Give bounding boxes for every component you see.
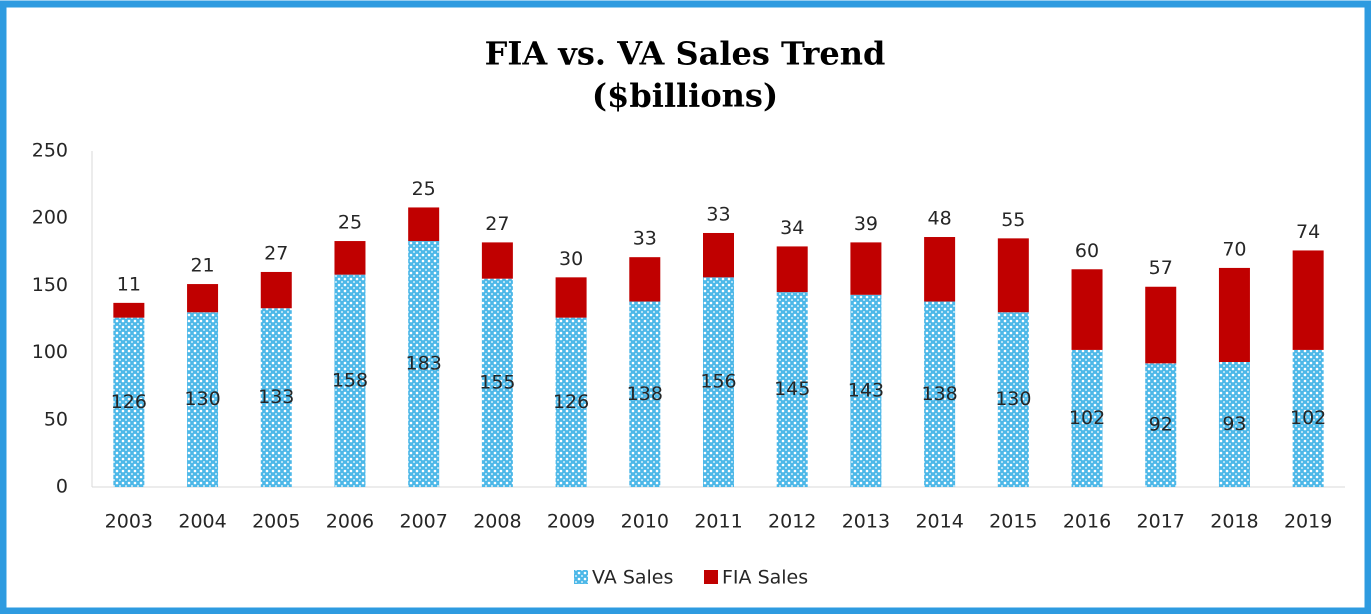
legend-label: FIA Sales [722,567,808,589]
data-label: 130 [184,388,220,410]
bar-segment [1218,362,1250,487]
data-label: 33 [706,203,730,225]
data-label: 21 [190,255,214,277]
bar-segment [776,292,808,487]
y-tick-label: 0 [56,476,68,498]
bar-segment [334,274,366,487]
data-label: 155 [479,371,515,393]
data-label: 48 [928,208,952,230]
bar-segment [260,271,292,309]
bar-segment [113,317,145,487]
legend-swatch [704,570,718,584]
bar-segment [703,277,734,487]
legend-swatch [574,570,588,584]
data-label: 30 [559,248,583,270]
data-label: 55 [1001,209,1025,231]
bar-segment [1218,267,1250,363]
data-label: 25 [412,178,436,200]
x-tick-label: 2004 [178,511,226,533]
x-tick-label: 2015 [989,511,1037,533]
x-tick-label: 2019 [1284,511,1332,533]
bar-segment [1071,269,1103,350]
bar-segment [408,207,440,242]
bar-segment [997,238,1029,313]
bar-segment [187,284,219,313]
bar-segment [850,242,882,295]
x-tick-label: 2016 [1063,511,1111,533]
x-tick-label: 2008 [473,511,521,533]
y-tick-label: 100 [32,341,68,363]
x-tick-label: 2013 [842,511,890,533]
data-label: 27 [485,213,509,235]
bar-segment [1145,286,1177,364]
data-label: 34 [780,217,804,239]
data-label: 130 [995,388,1031,410]
chart-subtitle: ($billions) [592,77,778,115]
x-tick-label: 2011 [694,511,742,533]
data-label: 138 [921,383,957,405]
bar-segment [1292,349,1324,487]
data-label: 102 [1069,407,1105,429]
data-label: 138 [627,383,663,405]
bar-segment [260,308,292,487]
x-tick-label: 2007 [399,511,447,533]
bar-segment [1292,250,1324,350]
x-tick-label: 2003 [105,511,153,533]
chart-title: FIA vs. VA Sales Trend [485,35,886,73]
bar-segment [629,301,661,487]
y-tick-label: 50 [44,408,68,430]
bar-segment [481,278,513,487]
bar-segment [481,242,513,279]
data-label: 60 [1075,240,1099,262]
data-label: 183 [406,353,442,375]
x-tick-label: 2012 [768,511,816,533]
data-label: 92 [1149,414,1173,436]
data-label: 70 [1222,238,1246,260]
data-label: 33 [633,228,657,250]
bar-segment [555,277,587,318]
bar-segment [113,302,145,318]
x-tick-label: 2010 [621,511,669,533]
data-label: 11 [117,273,141,295]
y-tick-label: 250 [32,140,68,162]
bar-segment [924,237,956,302]
bar-segment [924,301,956,487]
y-tick-label: 150 [32,274,68,296]
x-tick-label: 2006 [326,511,374,533]
data-label: 57 [1149,257,1173,279]
x-tick-label: 2009 [547,511,595,533]
data-label: 25 [338,212,362,234]
y-tick-label: 200 [32,207,68,229]
data-label: 27 [264,242,288,264]
bar-segment [703,232,734,278]
data-label: 145 [774,378,810,400]
x-tick-label: 2017 [1137,511,1185,533]
bar-segment [334,241,366,275]
bar-segment [776,246,808,293]
bar-segment [408,241,440,487]
data-label: 156 [700,371,736,393]
bar-segment [629,257,661,302]
data-label: 126 [111,391,147,413]
data-label: 158 [332,369,368,391]
bar-segment [1071,349,1103,487]
bar-segment [1145,363,1177,487]
data-label: 39 [854,213,878,235]
data-label: 133 [258,386,294,408]
bar-segment [187,312,219,487]
data-label: 126 [553,391,589,413]
data-label: 74 [1296,221,1320,243]
legend-label: VA Sales [592,567,673,589]
data-label: 143 [848,379,884,401]
x-tick-label: 2005 [252,511,300,533]
bar-segment [997,312,1029,487]
bar-segment [850,294,882,487]
x-tick-label: 2018 [1210,511,1258,533]
x-tick-label: 2014 [915,511,963,533]
data-label: 93 [1222,413,1246,435]
bar-segment [555,317,587,487]
data-label: 102 [1290,407,1326,429]
